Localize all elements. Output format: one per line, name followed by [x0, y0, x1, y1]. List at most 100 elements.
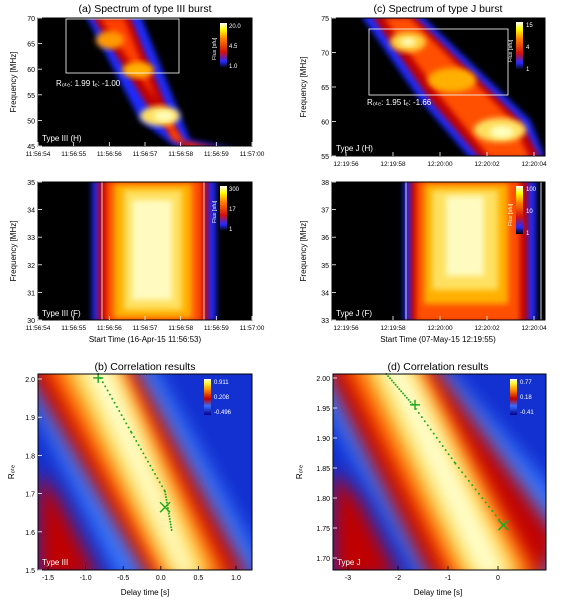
x-tick-label: 11:56:55 — [61, 325, 86, 332]
ridge-point — [388, 377, 391, 380]
y-tick-label: 32 — [27, 263, 35, 270]
colorbar: 15 4 1 Flux [sfu] — [508, 22, 533, 73]
ridge-point — [390, 379, 393, 382]
cbar-tick: 4.5 — [229, 44, 238, 50]
x-tick-label: 11:56:54 — [26, 325, 51, 332]
x-axis-label: Delay time [s] — [121, 588, 169, 597]
burst-label: Type III (H) — [42, 134, 82, 143]
y-tick-label: 1.6 — [25, 530, 35, 537]
ridge-point — [122, 418, 125, 421]
x-tick-label: 12:20:04 — [521, 325, 547, 332]
y-tick-label: 45 — [27, 144, 35, 151]
x-tick-label: 12:20:00 — [427, 325, 453, 332]
cbar-label: Flux [sfu] — [508, 203, 514, 226]
cbar-tick: 15 — [526, 23, 533, 29]
plus-marker — [410, 399, 421, 410]
ridge-point — [135, 440, 138, 443]
cbar-tick: 300 — [229, 187, 240, 193]
y-tick-label: 50 — [27, 118, 35, 125]
x-tick-label: 11:56:57 — [133, 325, 158, 332]
x-tick-label: 12:20:02 — [474, 161, 500, 168]
ridge-point — [115, 405, 118, 408]
cbar-tick: -0.41 — [520, 410, 534, 416]
y-axis-label: Frequency [MHz] — [299, 57, 308, 118]
ridge-point — [108, 393, 111, 396]
panel-c-title: (c) Spectrum of type J burst — [374, 3, 503, 15]
ridge-point — [429, 428, 432, 431]
x-tick-label: 12:20:04 — [521, 161, 547, 168]
x-tick-label: 11:56:59 — [204, 151, 229, 158]
cbar-tick: 1 — [229, 227, 233, 233]
x-tick-label: -1.0 — [80, 575, 92, 582]
ridge-point — [423, 420, 426, 423]
ridge-point — [164, 490, 167, 493]
plus-marker — [93, 372, 104, 383]
x-tick-label: 11:56:56 — [97, 151, 122, 158]
ridge-point — [441, 444, 444, 447]
ridge-point — [139, 448, 142, 451]
panel-d-title: (d) Correlation results — [388, 361, 489, 373]
y-tick-label: 65 — [27, 42, 35, 49]
y-tick-label: 31 — [27, 290, 35, 297]
x-tick-label: 11:56:58 — [168, 151, 193, 158]
ridge-point — [447, 453, 450, 456]
ridge-point — [426, 424, 429, 427]
ridge-point — [444, 449, 447, 452]
panel-b: Type III 0.911 0.208 -0.496 2.0 1.9 1.8 1.7… — [7, 372, 253, 597]
panel-a-title: (a) Spectrum of type III burst — [78, 3, 211, 15]
ridge-point — [396, 385, 399, 388]
panel-a-top: Rₒₜₑ: 1.99 tₑ: -1.00 Type III (H) 20.0 4… — [9, 16, 265, 158]
ridge-point — [491, 510, 494, 513]
x-axis-label: Start Time (07-May-15 12:19:55) — [380, 335, 496, 344]
ridge-point — [494, 514, 497, 517]
x-tick-label: -1 — [445, 575, 451, 582]
cbar-tick: 0.18 — [520, 395, 532, 401]
x-tick-label: -2 — [395, 575, 401, 582]
ridge-point — [435, 436, 438, 439]
ridge-point — [484, 501, 487, 504]
y-tick-label: 1.95 — [316, 406, 330, 413]
cbar-tick: -0.496 — [214, 410, 232, 416]
colorbar: 100 10 1 Flux [sfu] — [508, 186, 537, 237]
y-tick-label: 1.85 — [316, 466, 330, 473]
ridge-point — [170, 529, 173, 532]
cbar-tick: 100 — [526, 187, 537, 193]
burst-label: Type J (F) — [336, 309, 372, 318]
x-axis-label: Start Time (16-Apr-15 11:56:53) — [89, 335, 202, 344]
colorbar: 20.0 4.5 1.0 Flux [sfu] — [212, 23, 241, 70]
ridge-point — [454, 462, 457, 465]
panel-a-bottom: Type III (F) 300 17 1 Flux [sfu] 35 34 33 3… — [9, 180, 265, 344]
colorbar: 300 17 1 Flux [sfu] — [212, 186, 240, 233]
x-tick-label: 12:19:58 — [380, 161, 406, 168]
y-tick-label: 55 — [321, 154, 329, 161]
cbar-tick: 0.208 — [214, 395, 230, 401]
ridge-point — [132, 435, 135, 438]
ridge-point — [471, 484, 474, 487]
ridge-point — [464, 475, 467, 478]
x-marker — [159, 501, 171, 513]
ridge-point — [467, 479, 470, 482]
ridge-point — [106, 389, 109, 392]
ridge-point — [125, 422, 128, 425]
ridge-point — [403, 394, 406, 397]
y-tick-label: 55 — [27, 93, 35, 100]
cbar-tick: 4 — [526, 45, 530, 51]
y-tick-label: 1.8 — [25, 453, 35, 460]
y-tick-label: 34 — [321, 290, 329, 297]
ridge-point — [400, 390, 403, 393]
ridge-point — [156, 477, 159, 480]
x-axis-label: Delay time [s] — [414, 588, 462, 597]
x-tick-label: 11:57:00 — [240, 151, 265, 158]
ridge-point — [387, 375, 390, 378]
ridge-point — [457, 466, 460, 469]
cbar-label: Flux [sfu] — [212, 200, 218, 223]
y-tick-label: 75 — [321, 16, 329, 23]
x-tick-label: -0.5 — [117, 575, 129, 582]
cbar-tick: 0.77 — [520, 380, 532, 386]
selection-box — [65, 18, 180, 74]
ridge-point — [127, 426, 130, 429]
y-tick-label: 60 — [27, 67, 35, 74]
y-tick-label: 34 — [27, 208, 35, 215]
ridge-point — [450, 457, 453, 460]
colorbar: 0.77 0.18 -0.41 — [510, 379, 534, 416]
